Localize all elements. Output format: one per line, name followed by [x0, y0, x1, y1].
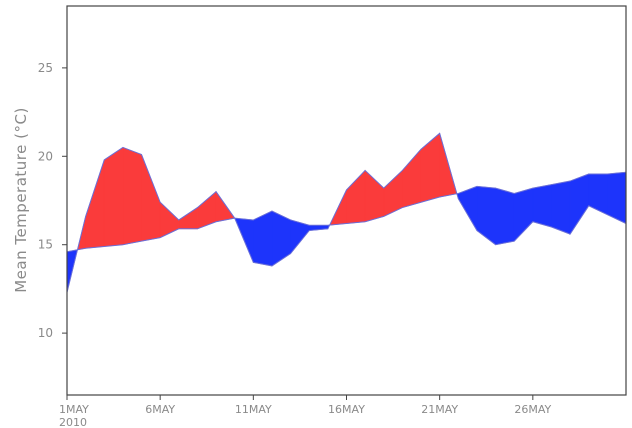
series-lines: [66, 132, 627, 293]
y-tick-label: 10: [38, 326, 53, 340]
warm-anomaly-area: [402, 148, 422, 208]
x-tick-label: 21MAY: [421, 403, 458, 416]
cool-anomaly-area: [271, 210, 291, 267]
cool-anomaly-area: [476, 186, 496, 246]
x-tick-label: 16MAY: [328, 403, 365, 416]
y-tick-label: 25: [38, 61, 53, 75]
x-tick-label: 6MAY: [145, 403, 175, 416]
warm-anomaly-area: [159, 201, 180, 239]
observed-temperature-line: [66, 132, 627, 293]
warm-anomaly-area: [364, 169, 385, 223]
x-tick-label: 26MAY: [514, 403, 551, 416]
cool-anomaly-area: [290, 219, 310, 255]
cool-anomaly-area: [532, 184, 552, 228]
climatology-line: [66, 171, 627, 253]
cool-anomaly-area: [588, 173, 608, 216]
x-tick-label: 1MAY: [59, 403, 89, 416]
cool-anomaly-area: [253, 210, 273, 267]
x-tick-sublabel: 2010: [59, 416, 87, 428]
cool-anomaly-area: [513, 187, 534, 242]
warm-anomaly-area: [141, 154, 161, 242]
x-tick-label: 11MAY: [235, 403, 272, 416]
y-axis: 10 15 20 25: [38, 61, 67, 340]
y-axis-title: Mean Temperature (°C): [12, 107, 30, 293]
warm-anomaly-area: [122, 147, 142, 246]
warm-anomaly-area: [85, 159, 105, 249]
warm-anomaly-area: [420, 132, 440, 203]
cool-anomaly-area: [569, 173, 590, 236]
cool-anomaly-area: [495, 187, 515, 246]
anomaly-fills: [66, 132, 627, 293]
warm-anomaly-area: [346, 169, 366, 224]
warm-anomaly-area: [103, 146, 124, 247]
warm-anomaly-area: [383, 169, 403, 217]
y-tick-label: 20: [38, 149, 53, 163]
y-tick-label: 15: [38, 238, 53, 252]
cool-anomaly-area: [551, 180, 571, 235]
cool-anomaly-area: [457, 185, 478, 232]
